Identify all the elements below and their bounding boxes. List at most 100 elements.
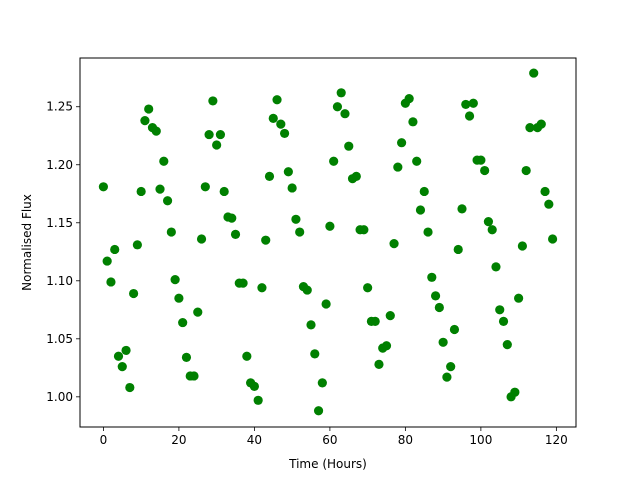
x-tick-label: 80 (398, 433, 413, 447)
data-point (170, 275, 180, 285)
data-point (257, 283, 267, 293)
data-point (438, 337, 448, 347)
x-tick-label: 60 (322, 433, 337, 447)
data-point (389, 239, 399, 249)
data-point (98, 182, 109, 192)
data-point (329, 156, 339, 166)
data-point (230, 229, 241, 239)
data-point (189, 371, 199, 381)
data-point (336, 88, 346, 98)
data-point (461, 99, 471, 110)
data-point (295, 227, 305, 237)
data-point (487, 225, 497, 235)
data-point (283, 167, 293, 177)
y-tick-label: 1.25 (46, 100, 73, 114)
data-point (249, 381, 259, 391)
data-point (544, 199, 554, 209)
data-point (200, 182, 210, 192)
data-point (132, 240, 142, 250)
data-point (415, 205, 426, 215)
data-point (291, 214, 301, 224)
data-point (276, 119, 286, 129)
data-point (495, 305, 505, 315)
data-point (313, 406, 324, 416)
data-point (253, 395, 263, 405)
y-tick-label: 1.20 (46, 158, 73, 172)
data-point (204, 129, 214, 140)
plot-frame (79, 57, 577, 428)
data-point (261, 235, 271, 245)
x-axis-label: Time (Hours) (288, 457, 367, 471)
data-point (442, 372, 452, 382)
y-axis-label: Normalised Flux (20, 194, 34, 291)
x-tick-label: 0 (100, 433, 108, 447)
data-point (140, 116, 150, 126)
data-point (121, 345, 131, 356)
data-point (491, 262, 501, 272)
data-point (381, 341, 392, 351)
data-point (264, 171, 275, 181)
data-point (480, 165, 490, 176)
data-point (212, 140, 222, 150)
data-point (151, 126, 161, 136)
data-point (306, 320, 316, 330)
data-point (287, 183, 297, 193)
data-point (521, 165, 531, 176)
x-axis-ticks: 0 20 40 60 80 100 120 (100, 427, 568, 447)
data-point (540, 186, 550, 197)
data-point (529, 68, 539, 78)
data-point (412, 156, 422, 166)
data-point (476, 155, 486, 165)
data-point (457, 204, 467, 214)
data-point (208, 96, 218, 106)
data-point (404, 94, 414, 104)
data-point (453, 244, 463, 255)
data-point (155, 184, 165, 194)
data-point (370, 316, 380, 327)
data-point (525, 123, 535, 133)
data-point (174, 293, 184, 303)
data-point (178, 317, 188, 328)
data-point (344, 141, 354, 151)
data-point (310, 349, 320, 359)
y-tick-label: 1.15 (46, 216, 73, 230)
data-point (219, 186, 229, 197)
y-tick-label: 1.00 (46, 390, 73, 404)
data-point (144, 104, 154, 114)
data-point (125, 382, 135, 393)
x-tick-label: 120 (545, 433, 568, 447)
data-point (159, 156, 169, 166)
data-point (272, 95, 282, 105)
data-point (359, 225, 369, 235)
data-point (110, 244, 120, 255)
data-point (419, 186, 429, 197)
data-point (374, 359, 384, 369)
data-point (268, 113, 278, 123)
data-point (449, 324, 460, 335)
y-axis-ticks: 1.00 1.05 1.10 1.15 1.20 1.25 (46, 100, 80, 404)
data-point (427, 272, 437, 282)
data-point (385, 311, 395, 321)
data-point (227, 213, 237, 223)
data-point (136, 186, 146, 197)
data-point (238, 278, 248, 288)
data-point (215, 129, 226, 140)
data-point (242, 351, 252, 361)
data-point (302, 285, 312, 295)
data-point (547, 234, 558, 244)
data-point (332, 102, 343, 112)
x-tick-label: 20 (171, 433, 186, 447)
data-points (98, 68, 558, 416)
data-point (408, 117, 418, 127)
data-point (351, 171, 361, 181)
data-point (502, 340, 512, 350)
data-point (468, 98, 478, 108)
data-point (196, 234, 207, 244)
data-point (363, 283, 373, 293)
data-point (325, 221, 335, 231)
data-point (434, 302, 444, 313)
data-point (279, 128, 290, 139)
data-point (510, 387, 520, 397)
data-point (514, 293, 524, 303)
